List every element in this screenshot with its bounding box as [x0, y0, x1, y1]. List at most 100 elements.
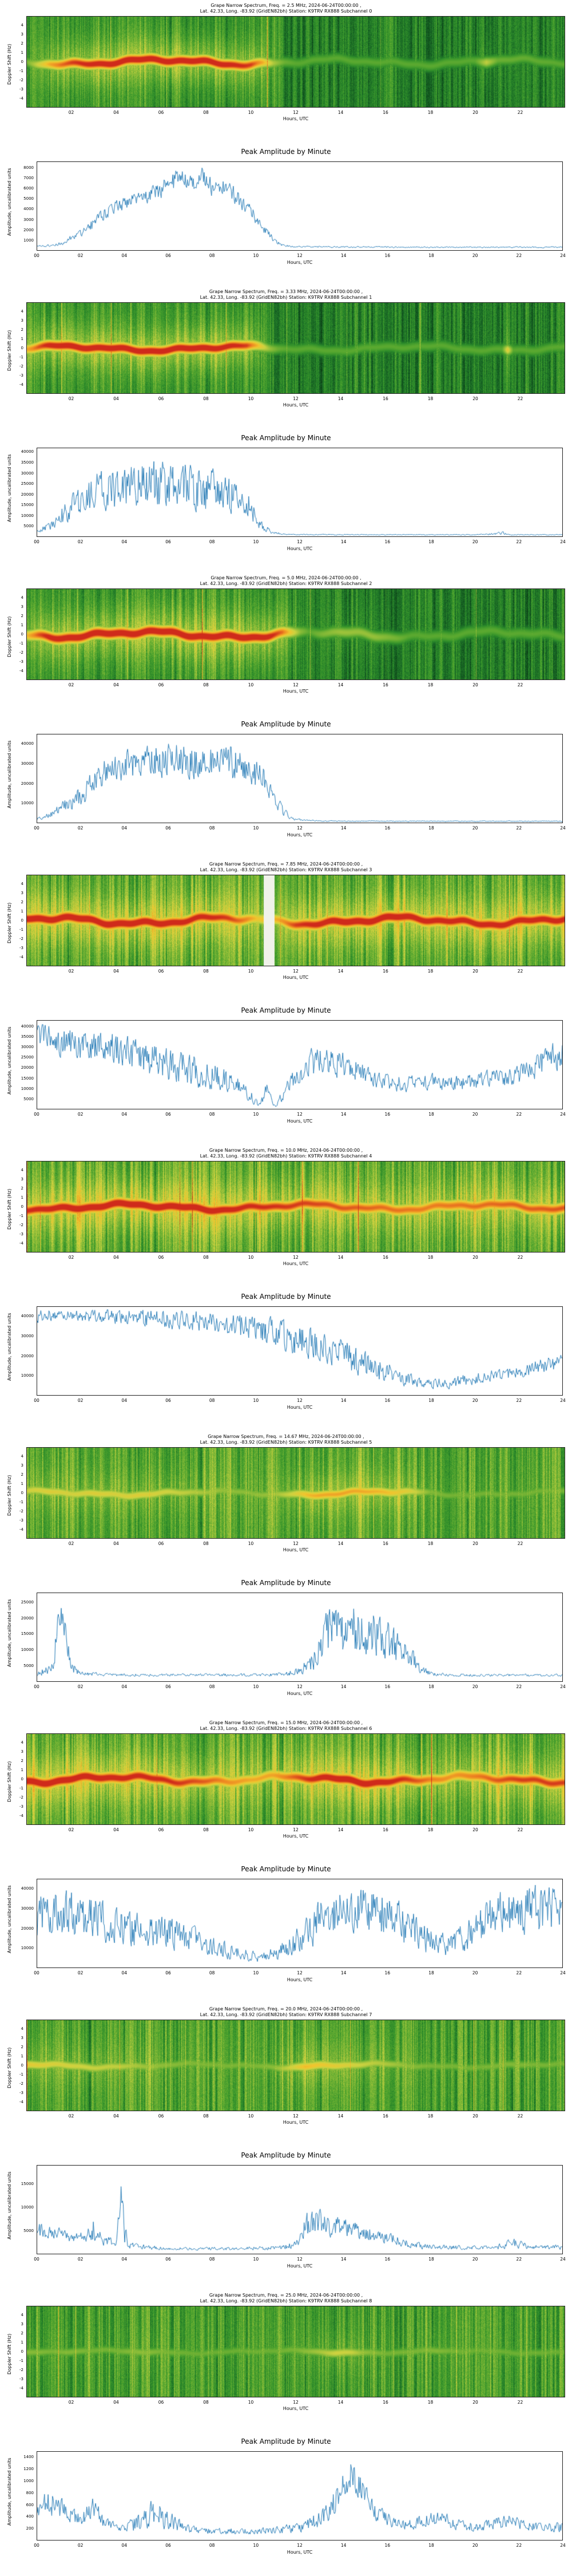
y-tick-label: 20000	[21, 492, 34, 497]
x-tick-label: 00	[34, 253, 39, 258]
x-tick-label: 12	[297, 1398, 303, 1403]
x-tick-label: 08	[209, 1970, 215, 1976]
x-tick-label: 14	[340, 1112, 347, 1117]
y-ticks: 5000 10000 15000	[0, 2165, 35, 2254]
y-tick-label: 3	[21, 1463, 23, 1468]
plot-area	[26, 2020, 565, 2111]
x-tick-label: 06	[158, 2113, 164, 2119]
y-tick-label: -4	[19, 2100, 23, 2104]
chart-title: Peak Amplitude by Minute	[241, 2151, 331, 2159]
y-tick-label: -2	[19, 1795, 23, 1800]
y-tick-label: -4	[19, 2386, 23, 2391]
x-ticks: 02 04 06 08 10 12 14 16 18 20 22	[26, 2400, 565, 2405]
y-tick-label: 1200	[23, 2467, 34, 2472]
x-tick-label: 04	[121, 539, 128, 544]
y-tick-label: 4	[21, 2313, 23, 2317]
y-tick-label: -4	[19, 1814, 23, 1818]
y-tick-label: -3	[19, 1518, 23, 1523]
x-tick-label: 02	[77, 253, 84, 258]
x-tick-label: 08	[209, 2543, 215, 2548]
x-axis-label: Hours, UTC	[283, 1547, 309, 1552]
plot-area	[37, 448, 563, 537]
line-chart-canvas	[37, 1021, 562, 1109]
y-tick-label: 25000	[21, 1599, 34, 1605]
chart-subtitle: Lat. 42.33, Long. -83.92 (GridEN82bh) St…	[200, 2298, 372, 2304]
x-tick-label: 04	[113, 110, 119, 115]
x-tick-label: 12	[293, 2400, 299, 2405]
x-ticks: 00 02 04 06 08 10 12 14 16 18 20 22 24	[34, 2543, 566, 2549]
x-tick-label: 14	[337, 682, 344, 688]
plot-area	[37, 1879, 563, 1968]
y-tick-label: -3	[19, 946, 23, 950]
y-tick-label: 2	[21, 2045, 23, 2049]
y-tick-label: 7000	[23, 176, 34, 181]
chart-subtitle: Lat. 42.33, Long. -83.92 (GridEN82bh) St…	[200, 1440, 372, 1445]
line-chart-canvas	[37, 1307, 562, 1395]
y-tick-label: 600	[26, 2502, 34, 2507]
x-tick-label: 12	[297, 1684, 303, 1689]
y-tick-label: -2	[19, 650, 23, 655]
y-tick-label: 30000	[21, 1906, 34, 1911]
chart-subtitle: Lat. 42.33, Long. -83.92 (GridEN82bh) St…	[200, 2012, 372, 2017]
x-axis-label: Hours, UTC	[283, 2406, 309, 2411]
y-tick-label: 25000	[21, 1055, 34, 1060]
chart-subtitle: Lat. 42.33, Long. -83.92 (GridEN82bh) St…	[200, 581, 372, 586]
y-tick-label: 1000	[23, 2479, 34, 2483]
x-axis-label: Hours, UTC	[287, 1405, 313, 1410]
y-tick-label: 4	[21, 595, 23, 600]
x-tick-label: 20	[472, 1970, 478, 1976]
x-tick-label: 20	[472, 110, 478, 115]
line-chart-canvas	[37, 2452, 562, 2540]
y-tick-label: 20000	[21, 1353, 34, 1358]
spectrogram-canvas	[27, 303, 565, 393]
x-tick-label: 20	[472, 1398, 478, 1403]
chart-title: Peak Amplitude by Minute	[241, 2437, 331, 2445]
x-tick-label: 20	[472, 682, 478, 688]
x-tick-label: 20	[472, 1541, 478, 1546]
x-tick-label: 14	[340, 1970, 347, 1976]
x-tick-label: 18	[427, 1541, 434, 1546]
x-tick-label: 16	[383, 1827, 388, 1832]
x-tick-label: 16	[383, 1255, 388, 1260]
y-tick-label: 35000	[21, 460, 34, 465]
x-tick-label: 06	[158, 110, 164, 115]
x-tick-label: 06	[158, 1827, 164, 1832]
x-tick-label: 06	[165, 1398, 171, 1403]
y-tick-label: -2	[19, 1223, 23, 1227]
x-tick-label: 08	[203, 396, 209, 401]
y-ticks: 4 3 2 1 0 -1 -2 -3 -4	[0, 1161, 25, 1253]
x-tick-label: 24	[560, 1684, 566, 1689]
y-tick-label: 1	[21, 1768, 23, 1772]
x-tick-label: 14	[337, 110, 344, 115]
spectrogram-canvas	[27, 875, 565, 966]
x-tick-label: 20	[472, 969, 478, 974]
x-tick-label: 06	[158, 2400, 164, 2405]
y-ticks: 5000 10000 15000 20000 25000	[0, 1593, 35, 1682]
y-tick-label: 5000	[23, 2228, 34, 2233]
y-tick-label: 4	[21, 882, 23, 886]
x-tick-label: 18	[428, 253, 434, 258]
x-tick-label: 14	[340, 253, 347, 258]
chart-title: Grape Narrow Spectrum, Freq. = 5.0 MHz, …	[210, 575, 362, 580]
y-tick-label: 40000	[21, 741, 34, 746]
x-tick-label: 12	[297, 253, 303, 258]
x-tick-label: 02	[68, 396, 74, 401]
y-tick-label: 0	[21, 346, 23, 350]
y-tick-label: 0	[21, 1491, 23, 1495]
y-tick-label: 3	[21, 2322, 23, 2326]
x-tick-label: 18	[427, 1255, 434, 1260]
y-tick-label: 3	[21, 605, 23, 609]
line-chart-figure: Peak Amplitude by Minute Amplitude, unca…	[0, 143, 572, 286]
x-tick-label: 24	[560, 825, 566, 831]
y-tick-label: 1	[21, 337, 23, 341]
chart-subtitle: Lat. 42.33, Long. -83.92 (GridEN82bh) St…	[200, 1153, 372, 1159]
x-tick-label: 04	[121, 2257, 128, 2262]
x-tick-label: 06	[165, 2543, 171, 2548]
x-tick-label: 12	[297, 825, 303, 831]
line-chart-canvas	[37, 448, 562, 536]
x-tick-label: 06	[158, 682, 164, 688]
plot-area	[37, 734, 563, 823]
x-tick-label: 02	[77, 2257, 84, 2262]
x-tick-label: 22	[517, 682, 523, 688]
